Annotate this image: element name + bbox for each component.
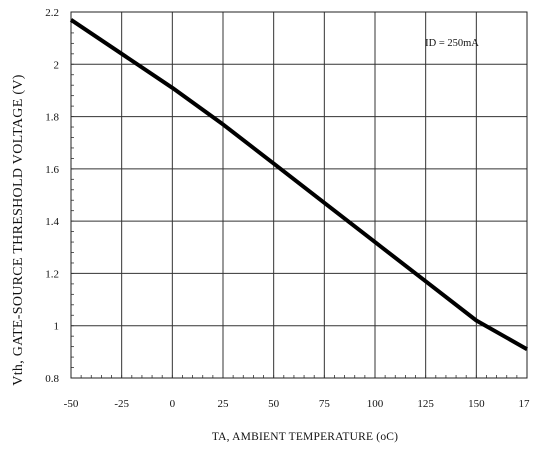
x-tick-label: 50 bbox=[268, 398, 280, 410]
y-tick-label: 2 bbox=[54, 59, 60, 71]
x-tick-label: 100 bbox=[367, 398, 384, 410]
y-tick-label: 2.2 bbox=[45, 7, 59, 19]
plot-frame bbox=[70, 11, 528, 379]
series-line-0 bbox=[69, 18, 528, 351]
x-tick-label: 0 bbox=[170, 398, 176, 410]
x-tick-labels: -50 -25 0 25 50 75 100 125 150 17 bbox=[64, 398, 530, 410]
y-tick-label: 1.2 bbox=[45, 268, 59, 280]
x-tick-label: 75 bbox=[319, 398, 331, 410]
series-group bbox=[69, 18, 528, 351]
y-axis-title: Vth, GATE-SOURCE THRESHOLD VOLTAGE (V) bbox=[11, 74, 26, 385]
y-tick-label: 1.4 bbox=[45, 216, 59, 228]
test-condition-annotation: ID = 250mA bbox=[425, 38, 479, 49]
y-tick-label: 1.8 bbox=[45, 112, 59, 124]
y-tick-label: 0.8 bbox=[45, 373, 59, 385]
x-tick-label: -50 bbox=[64, 398, 79, 410]
x-tick-label: 150 bbox=[468, 398, 485, 410]
y-tick-label: 1 bbox=[54, 321, 60, 333]
x-tick-label: 25 bbox=[218, 398, 230, 410]
y-tick-label: 1.6 bbox=[45, 164, 59, 176]
x-tick-label: 17 bbox=[519, 398, 531, 410]
y-tick-labels: 0.8 1 1.2 1.4 1.6 1.8 2 2.2 bbox=[45, 7, 59, 385]
x-axis-title: TA, AMBIENT TEMPERATURE (oC) bbox=[212, 431, 398, 443]
x-tick-label: -25 bbox=[114, 398, 129, 410]
x-tick-label: 125 bbox=[417, 398, 434, 410]
